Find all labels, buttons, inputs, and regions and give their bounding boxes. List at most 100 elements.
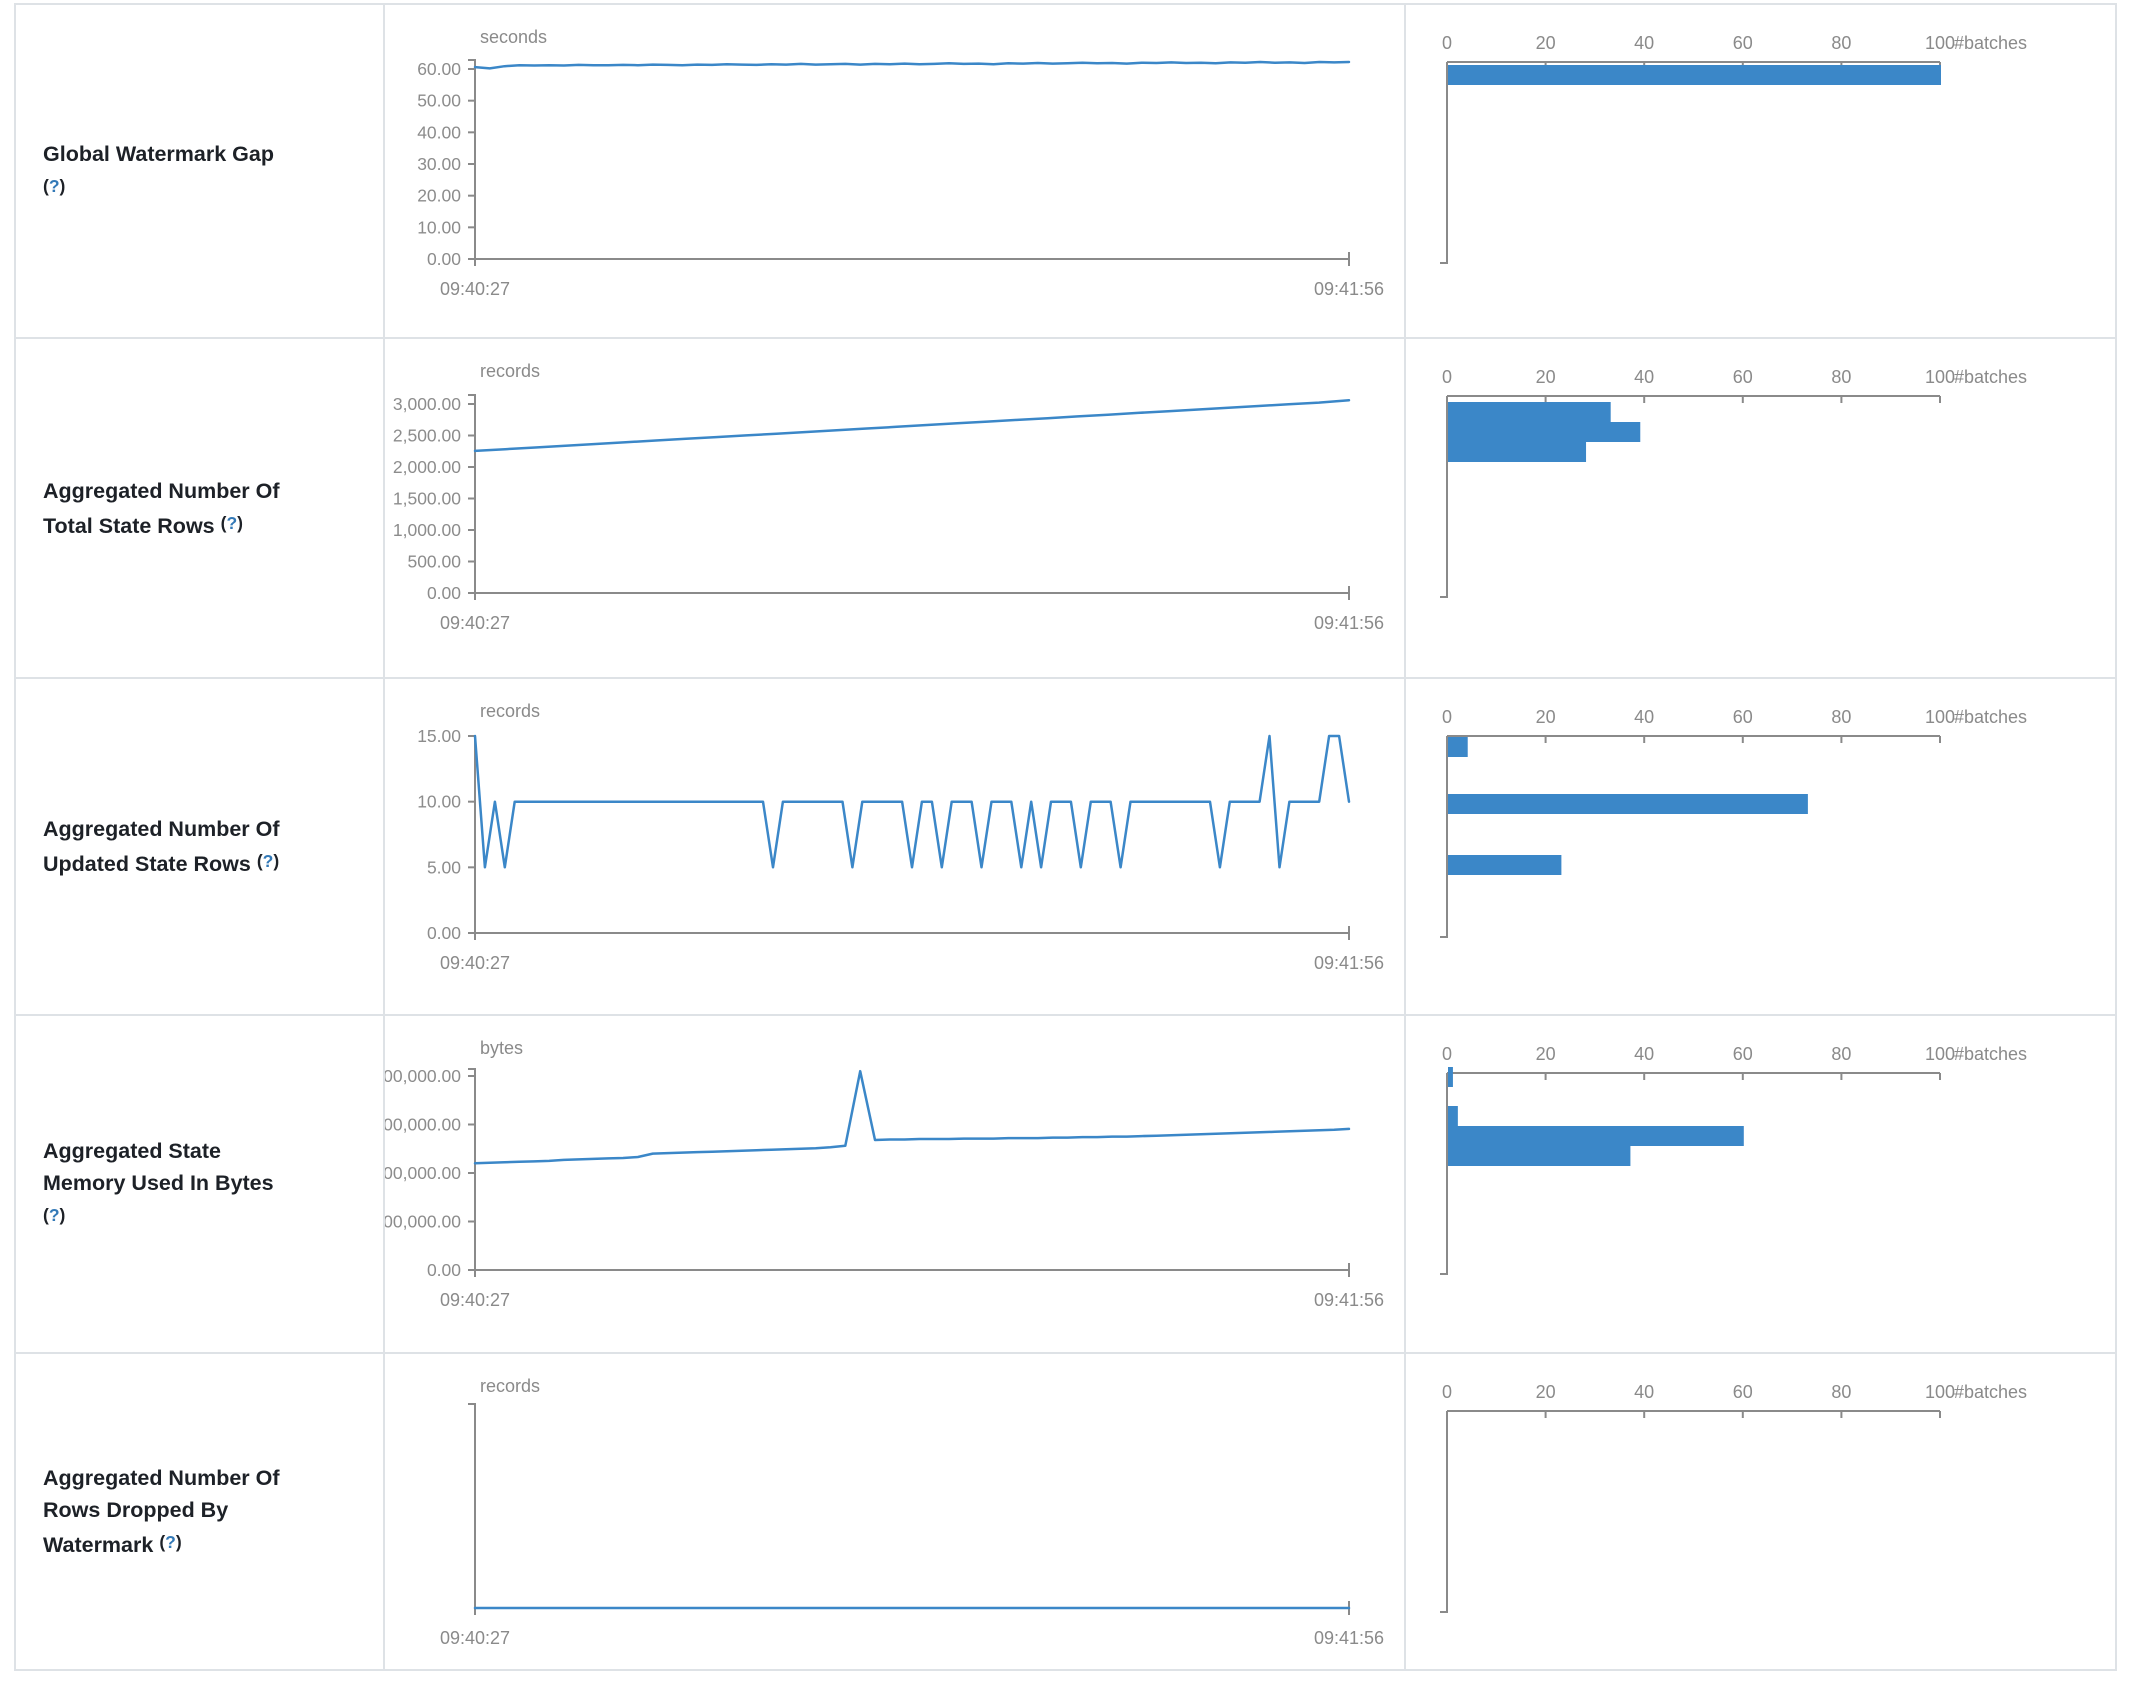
- svg-text:09:40:27: 09:40:27: [440, 279, 510, 299]
- timeline-chart: records 3,000.00 2,500.00 2,000.00 1,500.00 1…: [385, 339, 1406, 677]
- svg-text:40.00: 40.00: [417, 122, 461, 142]
- metric-label-cell: Aggregated Number Of Total State Rows (?…: [16, 339, 385, 677]
- metric-title-text: Global Watermark Gap: [43, 141, 274, 166]
- svg-text:2,000,000.00: 2,000,000.00: [385, 1066, 461, 1086]
- metric-title-text: Aggregated Number Of Updated State Rows: [43, 817, 280, 876]
- svg-text:09:40:27: 09:40:27: [440, 613, 510, 633]
- metric-title: Aggregated Number Of Total State Rows (?…: [16, 475, 296, 542]
- svg-text:#batches: #batches: [1954, 1044, 2027, 1064]
- svg-text:5.00: 5.00: [427, 857, 461, 877]
- svg-text:80: 80: [1831, 707, 1851, 727]
- svg-text:40: 40: [1634, 707, 1654, 727]
- help-question-link[interactable]: ?: [226, 512, 238, 533]
- svg-text:80: 80: [1831, 1044, 1851, 1064]
- metric-row-total-state-rows: Aggregated Number Of Total State Rows (?…: [16, 337, 2115, 677]
- help-tooltip: (?): [43, 175, 66, 196]
- svg-text:0: 0: [1442, 1382, 1452, 1402]
- metric-label-cell: Aggregated State Memory Used In Bytes (?…: [16, 1016, 385, 1352]
- svg-text:20: 20: [1536, 707, 1556, 727]
- svg-text:60: 60: [1733, 1382, 1753, 1402]
- svg-text:records: records: [480, 361, 540, 381]
- svg-text:50.00: 50.00: [417, 91, 461, 111]
- svg-text:seconds: seconds: [480, 27, 547, 47]
- svg-text:20: 20: [1536, 1382, 1556, 1402]
- timeline-chart: seconds 60.00 50.00 40.00 30.00 20.00 10.00 0.0…: [385, 5, 1406, 337]
- svg-text:40: 40: [1634, 33, 1654, 53]
- help-question-link[interactable]: ?: [48, 175, 60, 196]
- histogram-chart: 0 20 40 60 80 100 #batches: [1406, 339, 2115, 677]
- svg-text:3,000.00: 3,000.00: [393, 394, 461, 414]
- svg-text:40: 40: [1634, 1382, 1654, 1402]
- svg-text:records: records: [480, 1376, 540, 1396]
- svg-text:1,000.00: 1,000.00: [393, 520, 461, 540]
- svg-text:09:40:27: 09:40:27: [440, 1290, 510, 1310]
- svg-text:20: 20: [1536, 367, 1556, 387]
- svg-text:0.00: 0.00: [427, 583, 461, 603]
- svg-text:15.00: 15.00: [417, 726, 461, 746]
- metric-title: Aggregated Number Of Rows Dropped By Wat…: [16, 1462, 296, 1561]
- metric-label-cell: Global Watermark Gap (?): [16, 5, 385, 337]
- svg-text:09:41:56: 09:41:56: [1314, 279, 1384, 299]
- help-tooltip: (?): [220, 512, 243, 533]
- svg-text:09:40:27: 09:40:27: [440, 1628, 510, 1648]
- svg-text:60.00: 60.00: [417, 59, 461, 79]
- help-question-link[interactable]: ?: [165, 1532, 176, 1552]
- svg-text:0: 0: [1442, 367, 1452, 387]
- svg-text:10.00: 10.00: [417, 792, 461, 812]
- svg-text:2,000.00: 2,000.00: [393, 457, 461, 477]
- svg-text:80: 80: [1831, 1382, 1851, 1402]
- svg-text:60: 60: [1733, 1044, 1753, 1064]
- svg-text:20: 20: [1536, 33, 1556, 53]
- histogram-chart: 0 20 40 60 80 100 #batches: [1406, 5, 2115, 337]
- histogram-chart: 0 20 40 60 80 100 #batches: [1406, 679, 2115, 1014]
- svg-text:#batches: #batches: [1954, 1382, 2027, 1402]
- svg-text:2,500.00: 2,500.00: [393, 426, 461, 446]
- metric-title: Aggregated Number Of Updated State Rows …: [16, 813, 296, 880]
- svg-text:100: 100: [1925, 1382, 1955, 1402]
- svg-text:30.00: 30.00: [417, 154, 461, 174]
- svg-text:0.00: 0.00: [427, 249, 461, 269]
- svg-text:#batches: #batches: [1954, 367, 2027, 387]
- svg-text:100: 100: [1925, 367, 1955, 387]
- svg-text:60: 60: [1733, 33, 1753, 53]
- svg-text:0.00: 0.00: [427, 1260, 461, 1280]
- svg-text:100: 100: [1925, 33, 1955, 53]
- svg-text:0: 0: [1442, 1044, 1452, 1064]
- svg-text:0: 0: [1442, 707, 1452, 727]
- metric-row-updated-state-rows: Aggregated Number Of Updated State Rows …: [16, 677, 2115, 1014]
- help-question-link[interactable]: ?: [262, 851, 274, 871]
- svg-text:09:40:27: 09:40:27: [440, 953, 510, 973]
- streaming-metrics-table: Global Watermark Gap (?) seconds 60.00 50.…: [14, 3, 2117, 1671]
- help-tooltip: (?): [159, 1532, 182, 1552]
- svg-text:60: 60: [1733, 367, 1753, 387]
- histogram-chart: 0 20 40 60 80 100 #batches: [1406, 1016, 2115, 1352]
- help-tooltip: (?): [43, 1204, 66, 1225]
- svg-text:0.00: 0.00: [427, 923, 461, 943]
- metric-title-text: Aggregated Number Of Rows Dropped By Wat…: [43, 1466, 280, 1557]
- help-tooltip: (?): [256, 851, 280, 871]
- svg-text:09:41:56: 09:41:56: [1314, 613, 1384, 633]
- metric-row-rows-dropped-by-watermark: Aggregated Number Of Rows Dropped By Wat…: [16, 1352, 2115, 1669]
- metric-title: Global Watermark Gap (?): [16, 138, 290, 205]
- metric-row-state-memory-bytes: Aggregated State Memory Used In Bytes (?…: [16, 1014, 2115, 1352]
- svg-text:500,000.00: 500,000.00: [385, 1212, 461, 1232]
- svg-text:100: 100: [1925, 1044, 1955, 1064]
- timeline-chart: records 15.00 10.00 5.00 0.00 09:40:27 09:41:5…: [385, 679, 1406, 1014]
- histogram-chart: 0 20 40 60 80 100 #batches: [1406, 1354, 2115, 1669]
- svg-text:80: 80: [1831, 33, 1851, 53]
- help-question-link[interactable]: ?: [48, 1204, 60, 1225]
- svg-text:60: 60: [1733, 707, 1753, 727]
- svg-text:09:41:56: 09:41:56: [1314, 1290, 1384, 1310]
- svg-text:1,000,000.00: 1,000,000.00: [385, 1163, 461, 1183]
- metric-label-cell: Aggregated Number Of Rows Dropped By Wat…: [16, 1354, 385, 1669]
- svg-text:500.00: 500.00: [407, 552, 461, 572]
- svg-text:40: 40: [1634, 367, 1654, 387]
- metric-title-text: Aggregated State Memory Used In Bytes: [43, 1138, 274, 1195]
- svg-text:20.00: 20.00: [417, 186, 461, 206]
- timeline-chart: records 09:40:27 09:41:56: [385, 1354, 1406, 1669]
- svg-text:1,500,000.00: 1,500,000.00: [385, 1115, 461, 1135]
- svg-text:bytes: bytes: [480, 1038, 523, 1058]
- svg-text:0: 0: [1442, 33, 1452, 53]
- svg-text:20: 20: [1536, 1044, 1556, 1064]
- svg-text:40: 40: [1634, 1044, 1654, 1064]
